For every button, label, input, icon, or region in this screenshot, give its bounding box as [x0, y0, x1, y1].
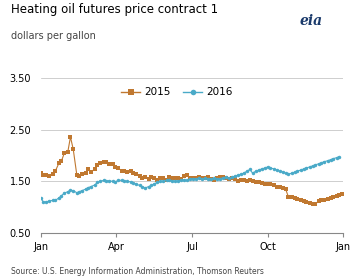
- Text: dollars per gallon: dollars per gallon: [11, 31, 96, 41]
- Legend: 2015, 2016: 2015, 2016: [117, 83, 236, 102]
- Text: Source: U.S. Energy Information Administration, Thomson Reuters: Source: U.S. Energy Information Administ…: [11, 267, 263, 276]
- Text: eia: eia: [300, 14, 323, 28]
- Text: Heating oil futures price contract 1: Heating oil futures price contract 1: [11, 3, 218, 16]
